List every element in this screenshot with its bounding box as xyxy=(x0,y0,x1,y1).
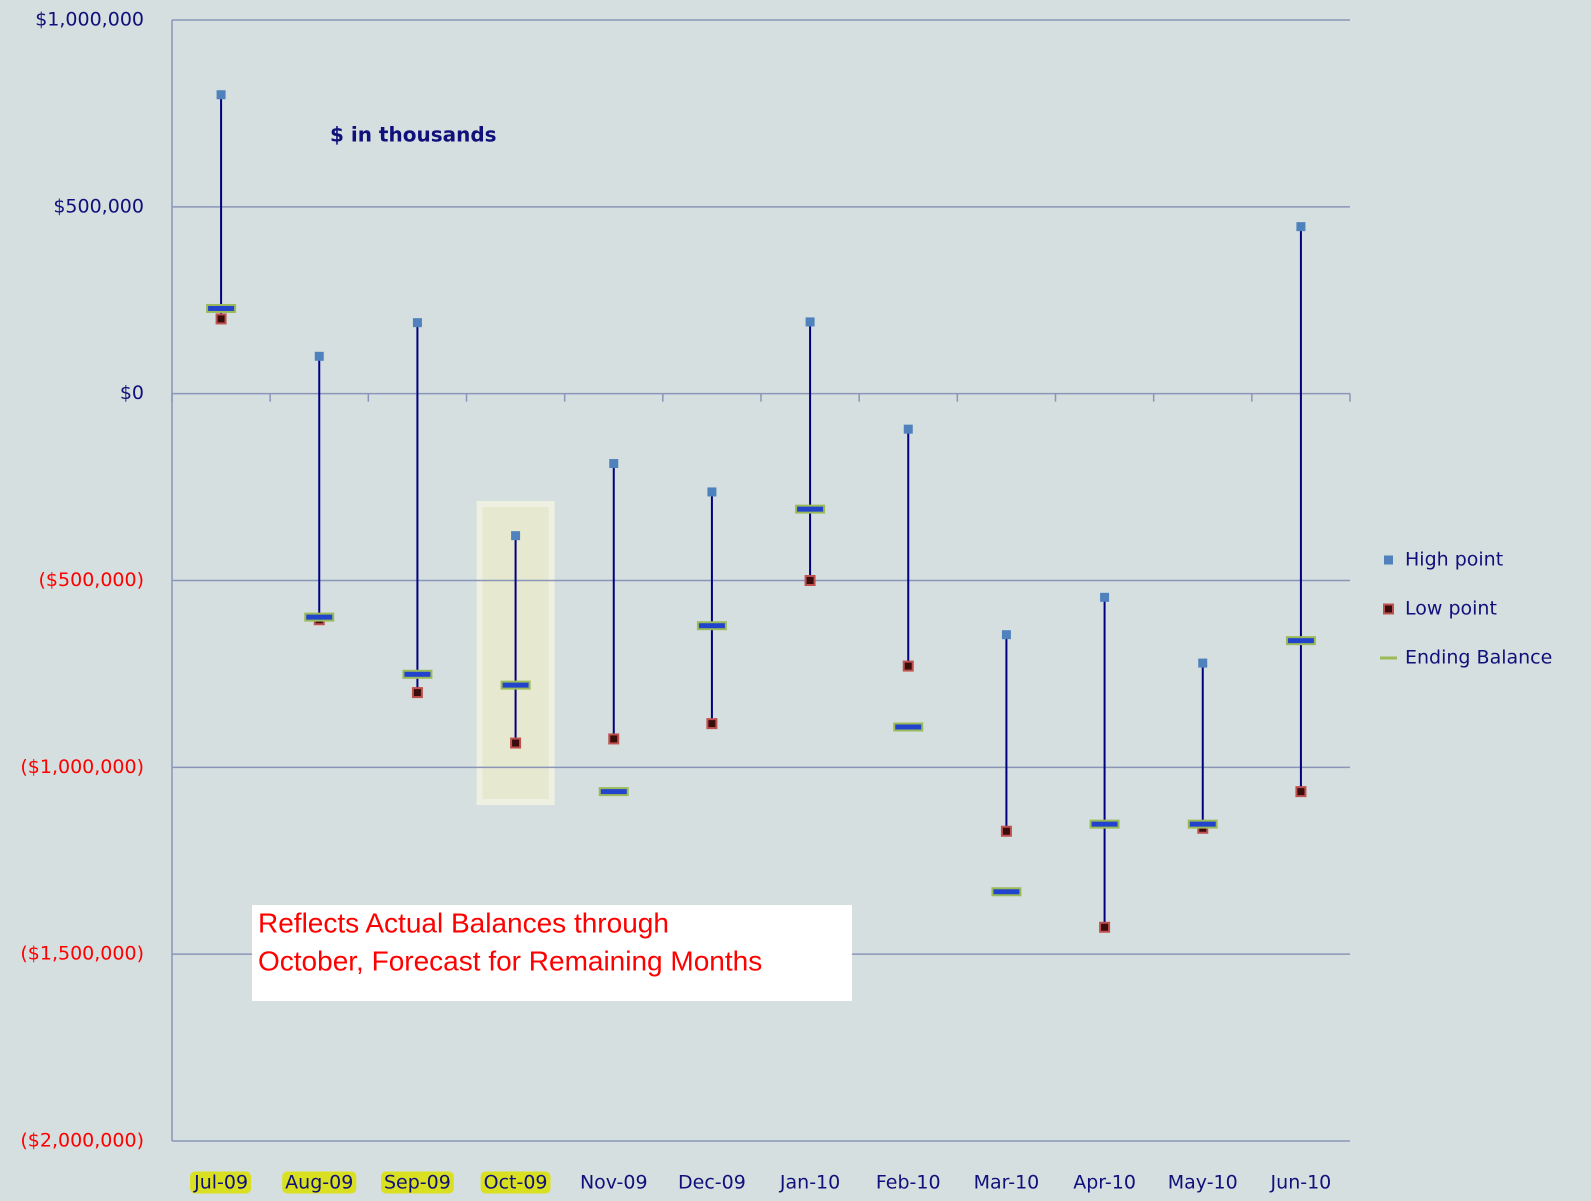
x-tick-label: May-10 xyxy=(1168,1172,1238,1194)
high-point xyxy=(805,317,815,327)
high-point xyxy=(511,531,521,541)
y-tick-label: ($1,500,000) xyxy=(20,943,144,965)
low-point xyxy=(1000,825,1012,837)
high-point xyxy=(1296,222,1306,232)
x-tick-label: Apr-10 xyxy=(1073,1172,1136,1194)
x-tick-label: Dec-09 xyxy=(678,1172,746,1194)
low-point xyxy=(608,733,620,745)
x-tick-label: Mar-10 xyxy=(974,1172,1040,1194)
note-text: October, Forecast for Remaining Months xyxy=(258,945,762,976)
low-point xyxy=(1295,786,1307,798)
legend-swatch xyxy=(1384,555,1393,565)
high-point xyxy=(707,487,717,497)
ending-balance xyxy=(206,303,237,313)
legend-swatch xyxy=(1380,656,1397,660)
high-point xyxy=(412,318,422,328)
x-label-highlight xyxy=(480,1171,551,1194)
high-point xyxy=(903,424,913,434)
high-point xyxy=(314,351,324,361)
low-point xyxy=(215,313,227,325)
low-point xyxy=(804,575,816,586)
ending-balance xyxy=(304,612,335,622)
ending-balance xyxy=(991,887,1022,897)
low-point xyxy=(510,737,522,749)
y-tick-label: $500,000 xyxy=(53,195,144,217)
ending-balance xyxy=(598,787,629,797)
x-tick-label: Jul-09 xyxy=(193,1172,248,1194)
legend-label: High point xyxy=(1405,549,1503,571)
ending-balance xyxy=(696,621,727,631)
x-label-highlight xyxy=(190,1171,252,1194)
ending-balance xyxy=(402,669,433,679)
low-point xyxy=(706,718,718,730)
high-point xyxy=(1198,658,1208,668)
high-point xyxy=(609,459,619,469)
y-tick-label: ($1,000,000) xyxy=(20,756,144,778)
note-box xyxy=(252,905,852,1001)
legend-label: Low point xyxy=(1405,598,1497,620)
x-tick-label: Aug-09 xyxy=(285,1172,353,1194)
y-tick-label: $0 xyxy=(120,382,144,404)
high-point xyxy=(1100,592,1110,602)
low-point xyxy=(902,660,914,672)
y-tick-label: ($2,000,000) xyxy=(20,1130,144,1152)
ending-balance xyxy=(893,722,924,732)
x-tick-label: Sep-09 xyxy=(384,1172,451,1194)
high-point xyxy=(1001,630,1011,640)
x-tick-label: Jun-10 xyxy=(1270,1172,1332,1194)
x-label-highlight xyxy=(380,1171,454,1194)
low-point xyxy=(411,687,423,699)
high-point xyxy=(216,90,226,100)
low-point xyxy=(1099,921,1111,933)
x-tick-label: Feb-10 xyxy=(876,1172,941,1194)
y-tick-label: ($500,000) xyxy=(39,569,144,591)
x-tick-label: Jan-10 xyxy=(779,1172,840,1194)
ending-balance xyxy=(1285,636,1316,646)
ending-balance xyxy=(1089,819,1120,829)
y-tick-label: $1,000,000 xyxy=(35,9,144,31)
note-text: Reflects Actual Balances through xyxy=(258,907,669,938)
annotation: $ in thousands xyxy=(330,123,497,147)
ending-balance xyxy=(500,680,531,690)
x-tick-label: Nov-09 xyxy=(580,1172,648,1194)
ending-balance xyxy=(795,504,826,514)
legend-label: Ending Balance xyxy=(1405,647,1552,669)
ending-balance xyxy=(1187,819,1218,829)
x-label-highlight xyxy=(282,1171,357,1194)
legend-swatch xyxy=(1383,603,1394,615)
x-tick-label: Oct-09 xyxy=(484,1172,548,1194)
